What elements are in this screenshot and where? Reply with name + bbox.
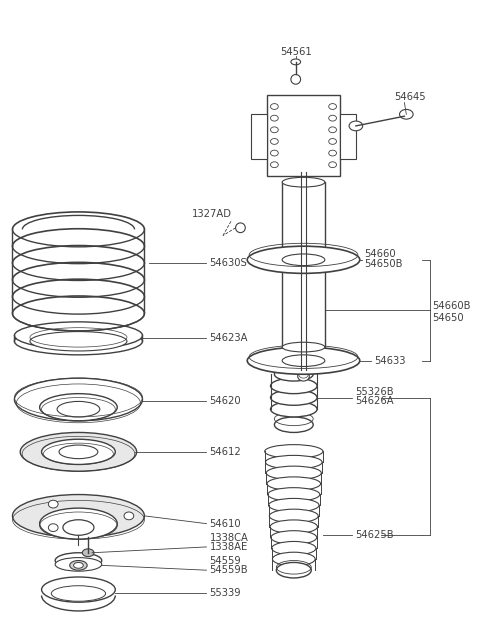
Text: 54645: 54645 (395, 92, 426, 102)
Text: 54625B: 54625B (355, 530, 394, 540)
Text: 54623A: 54623A (209, 333, 248, 344)
Ellipse shape (42, 439, 115, 464)
Ellipse shape (282, 177, 325, 187)
Ellipse shape (275, 417, 313, 432)
Ellipse shape (265, 455, 322, 469)
Text: 54612: 54612 (209, 447, 241, 457)
Ellipse shape (124, 512, 134, 520)
Ellipse shape (264, 444, 323, 458)
Text: 1338CA: 1338CA (209, 533, 248, 543)
Ellipse shape (329, 127, 336, 133)
Ellipse shape (55, 558, 102, 571)
Ellipse shape (73, 563, 84, 568)
Ellipse shape (276, 563, 311, 578)
Ellipse shape (269, 498, 319, 512)
Bar (340, 114, 356, 159)
Ellipse shape (48, 524, 58, 531)
Ellipse shape (271, 390, 317, 405)
Text: 54660: 54660 (365, 249, 396, 259)
Ellipse shape (55, 552, 102, 568)
Ellipse shape (40, 508, 117, 539)
Ellipse shape (291, 74, 300, 84)
Text: 54559B: 54559B (209, 565, 248, 575)
Ellipse shape (271, 104, 278, 109)
Text: 54660B: 54660B (432, 302, 471, 311)
Ellipse shape (267, 477, 321, 490)
Text: 55339: 55339 (209, 589, 241, 598)
Ellipse shape (298, 371, 309, 381)
Text: 54559: 54559 (209, 556, 241, 566)
Text: 1327AD: 1327AD (192, 209, 232, 219)
Ellipse shape (329, 104, 336, 109)
Ellipse shape (30, 331, 127, 351)
Ellipse shape (291, 59, 300, 65)
Ellipse shape (57, 401, 100, 417)
Text: 54650: 54650 (432, 313, 464, 323)
Text: 54650B: 54650B (365, 258, 403, 269)
Text: 54561: 54561 (280, 47, 312, 57)
Text: 54626A: 54626A (355, 396, 394, 406)
Ellipse shape (83, 549, 94, 557)
Text: 54620: 54620 (209, 396, 241, 406)
Ellipse shape (14, 322, 143, 349)
Ellipse shape (14, 378, 143, 421)
Ellipse shape (329, 115, 336, 121)
Ellipse shape (272, 542, 316, 555)
Text: 54630S: 54630S (209, 258, 247, 268)
Bar (251, 114, 266, 159)
Ellipse shape (269, 509, 318, 523)
Ellipse shape (12, 495, 144, 537)
Ellipse shape (271, 531, 317, 544)
Ellipse shape (329, 138, 336, 144)
Ellipse shape (349, 121, 363, 131)
Ellipse shape (282, 342, 325, 352)
Ellipse shape (42, 577, 115, 602)
Ellipse shape (70, 561, 87, 570)
Ellipse shape (271, 401, 317, 417)
Text: 1338AE: 1338AE (209, 542, 248, 552)
Text: 54610: 54610 (209, 519, 241, 529)
Ellipse shape (48, 500, 58, 508)
Ellipse shape (275, 368, 313, 381)
Ellipse shape (266, 466, 321, 479)
Ellipse shape (399, 109, 413, 119)
Ellipse shape (329, 162, 336, 168)
Ellipse shape (271, 115, 278, 121)
Ellipse shape (268, 488, 320, 501)
Ellipse shape (271, 127, 278, 133)
Ellipse shape (59, 445, 98, 458)
Ellipse shape (282, 355, 325, 366)
Bar (266, 95, 340, 177)
Text: 54633: 54633 (374, 356, 406, 366)
Ellipse shape (273, 552, 315, 566)
Ellipse shape (282, 254, 325, 265)
Text: 55326B: 55326B (355, 387, 394, 397)
Bar (282, 182, 325, 347)
Ellipse shape (236, 223, 245, 232)
Ellipse shape (271, 378, 317, 394)
Ellipse shape (247, 347, 360, 374)
Ellipse shape (14, 328, 143, 355)
Ellipse shape (40, 394, 117, 421)
Ellipse shape (329, 150, 336, 156)
Ellipse shape (63, 520, 94, 535)
Ellipse shape (271, 162, 278, 168)
Ellipse shape (271, 150, 278, 156)
Ellipse shape (270, 520, 317, 533)
Ellipse shape (20, 432, 137, 471)
Ellipse shape (247, 246, 360, 273)
Ellipse shape (51, 585, 106, 601)
Ellipse shape (271, 138, 278, 144)
